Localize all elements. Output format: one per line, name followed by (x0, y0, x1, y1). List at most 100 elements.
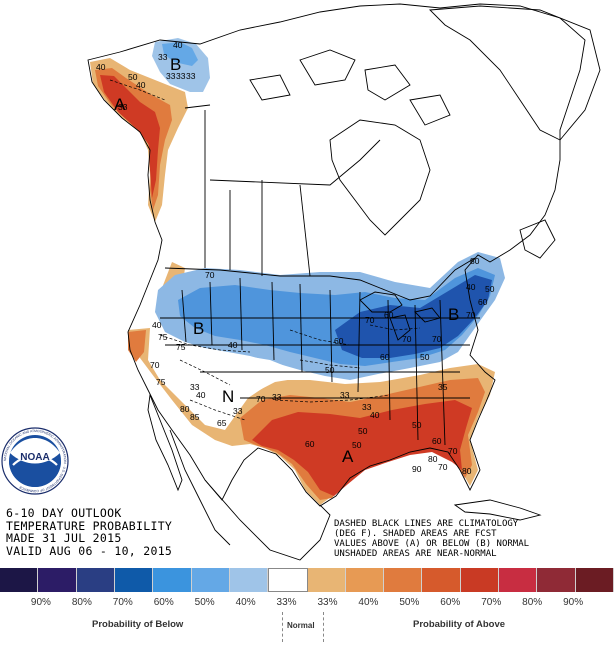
contour-label: 33 (186, 71, 196, 81)
outlook-title-block: 6-10 DAY OUTLOOK TEMPERATURE PROBABILITY… (6, 507, 172, 557)
boundaries (87, 3, 601, 561)
contour-label: 75 (158, 332, 168, 342)
legend-swatch (268, 568, 308, 592)
contour-label: 75 (156, 377, 166, 387)
alaska-above-letter: A (114, 95, 126, 114)
legend-swatch (345, 568, 385, 592)
legend-swatch (191, 568, 230, 592)
contour-label: 33 (233, 406, 243, 416)
legend-label: 70% (112, 597, 133, 608)
contour-label: 80 (470, 256, 480, 266)
contour-label: 70 (150, 360, 160, 370)
contour-label: 50 (358, 426, 368, 436)
contour-label: 40 (136, 80, 146, 90)
contour-label: 80 (462, 466, 472, 476)
outlook-subtitle: TEMPERATURE PROBABILITY (6, 518, 173, 533)
note-line: UNSHADED AREAS ARE NEAR-NORMAL (334, 549, 497, 559)
legend-label: 90% (563, 597, 584, 608)
contour-label: 80 (428, 454, 438, 464)
outlook-map: 40 33 33 33 33 50 40 33 70 40 50 60 70 7… (1, 3, 601, 561)
note-line: (DEG F). SHADED AREAS ARE FCST (334, 529, 497, 539)
contour-label: 85 (190, 412, 200, 422)
contour-label: 80 (180, 404, 190, 414)
legend-swatch (229, 568, 269, 592)
alaska-above-dark (100, 75, 160, 198)
alaska-below-mid (162, 42, 198, 66)
contour-label: 50 (485, 284, 495, 294)
noaa-logo-text: NOAA (20, 452, 49, 463)
contour-label: 70 (448, 446, 458, 456)
contour-label: 40 (466, 282, 476, 292)
caption-above: Probability of Above (413, 619, 506, 630)
legend-label: 50% (194, 597, 215, 608)
legend-swatches (0, 568, 614, 592)
contour-label: 50 (325, 365, 335, 375)
legend-label: 60% (440, 597, 461, 608)
contour-label: 70 (432, 334, 442, 344)
contour-label: 70 (402, 334, 412, 344)
east-below-letter: B (448, 305, 459, 324)
legend-label: 90% (30, 597, 51, 608)
west-below-letter: B (193, 319, 204, 338)
caption-normal: Normal (287, 621, 315, 630)
contour-label: 33 (118, 102, 128, 112)
legend-swatch (307, 568, 346, 592)
legend-swatch (422, 568, 461, 592)
contour-label: 50 (352, 440, 362, 450)
legend-swatch (153, 568, 192, 592)
legend-label: 50% (399, 597, 420, 608)
contour-label: 50 (128, 72, 138, 82)
contour-label: 40 (370, 410, 380, 420)
south-above-letter: A (342, 447, 354, 466)
legend-swatch (38, 568, 77, 592)
contour-label: 40 (196, 390, 206, 400)
contour-label: 90 (412, 464, 422, 474)
contour-label: 33 (176, 71, 186, 81)
contour-label: 35 (438, 382, 448, 392)
noaa-logo: NOAA NATIONAL OCEANIC AND ATMOSPHERIC AD… (1, 427, 69, 495)
alaska-below-letter: B (170, 55, 181, 74)
contour-label: 50 (412, 420, 422, 430)
contour-label: 65 (217, 418, 227, 428)
legend-divider (282, 612, 283, 642)
legend-label: 40% (235, 597, 256, 608)
contour-labels: 40 33 33 33 33 50 40 33 70 40 50 60 70 7… (96, 40, 495, 476)
contour-label: 50 (420, 352, 430, 362)
legend-label: 40% (358, 597, 379, 608)
legend-swatch (114, 568, 154, 592)
contour-label: 70 (438, 462, 448, 472)
contour-label: 33 (190, 382, 200, 392)
legend-label: 80% (522, 597, 543, 608)
conus-above-dark (252, 400, 472, 496)
contour-label: 70 (466, 310, 476, 320)
legend-labels: 90% 80% 70% 60% 50% 40% 33% 33% 40% 50% … (0, 597, 614, 611)
region-letters: B A B B N A (114, 55, 459, 466)
contour-label: 70 (365, 315, 375, 325)
legend-label: 60% (153, 597, 174, 608)
legend-swatch (460, 568, 500, 592)
outlook-title: 6-10 DAY OUTLOOK (6, 506, 122, 520)
note-line: VALUES ABOVE (A) OR BELOW (B) NORMAL (334, 539, 530, 549)
contour-label: 60 (334, 336, 344, 346)
contour-label: 60 (380, 352, 390, 362)
contour-label: 40 (228, 340, 238, 350)
contour-label: 40 (96, 62, 106, 72)
contour-label: 60 (478, 297, 488, 307)
climatology-lines (109, 79, 421, 421)
contour-label: 40 (173, 40, 183, 50)
caption-below: Probability of Below (92, 619, 184, 630)
legend-swatch (575, 568, 614, 592)
contour-label: 75 (176, 342, 186, 352)
conus-normal-gap (205, 355, 300, 410)
contour-label: 33 (272, 392, 282, 402)
map-notes: DASHED BLACK LINES ARE CLIMATOLOGY (DEG … (334, 519, 529, 559)
legend-divider (323, 612, 324, 642)
legend-swatch (537, 568, 576, 592)
legend-label: 80% (71, 597, 92, 608)
contour-label: 33 (340, 390, 350, 400)
contour-label: 70 (256, 394, 266, 404)
legend-label: 33% (276, 597, 297, 608)
legend-label: 70% (481, 597, 502, 608)
legend-swatch (0, 568, 39, 592)
contour-label: 33 (362, 402, 372, 412)
